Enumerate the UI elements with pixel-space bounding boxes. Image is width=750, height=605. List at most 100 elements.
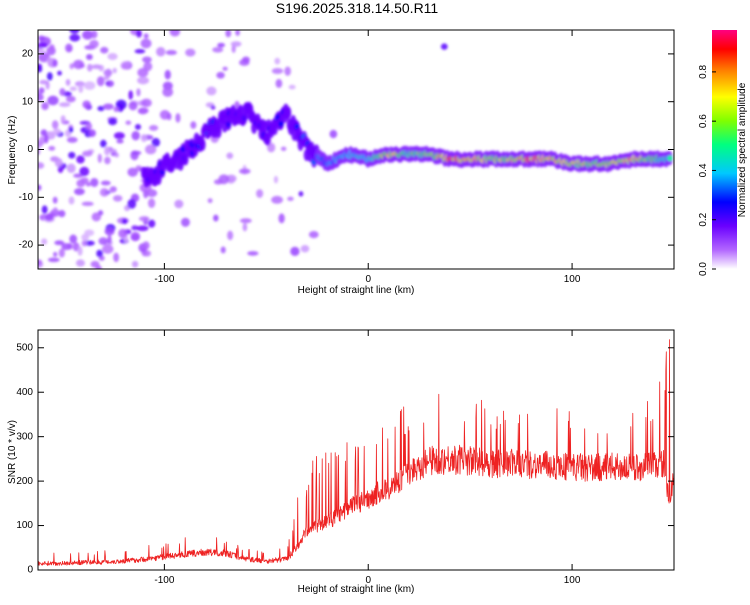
spectrogram-noise-blob xyxy=(290,246,300,257)
spectrogram-noise-blob xyxy=(38,35,46,41)
spectrogram-noise-blob xyxy=(300,244,310,253)
spectrogram-noise-blob xyxy=(130,231,141,242)
spectrogram-noise-blob xyxy=(97,153,102,163)
snr-xtick-label: -100 xyxy=(154,575,174,586)
spectrogram-noise-blob xyxy=(58,248,65,258)
spectrogram-noise-blob xyxy=(329,129,338,139)
spectrogram-noise-blob xyxy=(148,125,159,131)
spectrogram-noise-blob xyxy=(109,187,115,193)
spectrogram-ylabel: Frequency (Hz) xyxy=(7,116,18,185)
spectrogram-noise-blob xyxy=(90,177,99,188)
spectrogram-noise-blob xyxy=(131,150,142,156)
spectrogram-noise-blob xyxy=(78,83,84,94)
spectrogram-noise-blob xyxy=(217,42,226,48)
colorbar-axis: 0.0 0.2 0.4 0.6 0.8 xyxy=(698,64,716,276)
spectrogram-noise-blob xyxy=(235,30,240,36)
spectrogram-noise-blob xyxy=(54,240,65,246)
spectrogram-noise-blob xyxy=(273,175,279,184)
spectrogram-noise-blob xyxy=(165,50,177,56)
snr-ytick-label: 0 xyxy=(27,565,33,576)
spectrogram-ridge-core xyxy=(241,115,247,122)
spectrogram-xtick-label: 100 xyxy=(564,274,581,285)
spectrogram-noise-blob xyxy=(103,75,110,81)
spectrogram-noise-blob xyxy=(91,64,102,70)
spectrogram-noise-blob xyxy=(68,196,75,205)
spectrogram-noise-blob xyxy=(267,142,276,153)
spectrogram-noise-blob xyxy=(142,56,152,63)
spectrogram-noise-blob xyxy=(308,230,319,239)
spectrogram-noise-blob xyxy=(99,188,109,197)
spectrogram-noise-blob xyxy=(107,53,118,61)
spectrogram-noise-blob xyxy=(131,130,140,141)
spectrogram-ytick-label: -10 xyxy=(19,192,34,203)
spectrogram-noise-blob xyxy=(40,238,48,245)
spectrogram-noise-blob xyxy=(44,214,54,221)
colorbar: 0.0 0.2 0.4 0.6 0.8 Normalized spectral ampl… xyxy=(698,30,748,276)
spectrogram-noise-blob xyxy=(103,69,113,77)
spectrogram-noise-blob xyxy=(53,251,58,257)
spectrogram-noise-blob xyxy=(66,136,78,143)
spectrogram-noise-blob xyxy=(218,174,230,185)
spectrogram-noise-blob xyxy=(298,191,304,197)
snr-series-line xyxy=(38,339,674,566)
spectrogram-noise-blob xyxy=(83,81,96,90)
spectrogram-noise-blob xyxy=(66,163,76,174)
spectrogram-noise-blob xyxy=(148,219,156,228)
spectrogram-noise-blob xyxy=(137,67,149,78)
snr-ytick-label: 400 xyxy=(16,387,33,398)
spectrogram-noise-blob xyxy=(231,44,236,53)
spectrogram-noise-blob xyxy=(38,184,42,191)
snr-xtick-label: 100 xyxy=(564,575,581,586)
spectrogram-noise-blob xyxy=(49,44,55,51)
spectrogram-noise-blob xyxy=(57,70,62,76)
spectrogram-noise-blob xyxy=(106,80,114,88)
spectrogram-noise-blob xyxy=(69,234,78,244)
spectrogram-background-noise xyxy=(38,30,448,269)
spectrogram-noise-blob xyxy=(100,139,107,148)
spectrogram-noise-blob xyxy=(39,79,49,85)
spectrogram-ytick-label: 10 xyxy=(22,96,34,107)
spectrogram-noise-blob xyxy=(216,71,225,79)
spectrogram-noise-blob xyxy=(88,129,97,137)
snr-xtick-label: 0 xyxy=(365,575,371,586)
spectrogram-noise-blob xyxy=(225,30,232,38)
spectrogram-noise-blob xyxy=(136,225,149,232)
spectrogram-noise-blob xyxy=(50,209,60,217)
spectrogram-noise-blob xyxy=(166,112,172,121)
spectrogram-ridge-halo xyxy=(264,133,271,146)
colorbar-gradient xyxy=(712,30,737,269)
spectrogram-ridge-core xyxy=(278,120,284,127)
spectrogram-noise-blob xyxy=(48,146,56,151)
snr-xlabel: Height of straight line (km) xyxy=(298,584,415,595)
spectrogram-noise-blob xyxy=(137,107,148,115)
spectrogram-noise-blob xyxy=(54,158,63,168)
spectrogram-noise-blob xyxy=(65,43,73,53)
spectrogram-noise-blob xyxy=(134,123,142,130)
spectrogram-noise-blob xyxy=(125,120,132,125)
spectrogram-noise-blob xyxy=(69,30,80,34)
spectrogram-noise-blob xyxy=(145,144,157,155)
snr-axes: -100 0 100 0 100 200 300 400 500 xyxy=(16,330,674,586)
spectrogram-noise-blob xyxy=(77,246,83,256)
spectrogram-noise-blob xyxy=(287,196,294,202)
spectrogram-noise-blob xyxy=(69,86,77,91)
spectrogram-noise-blob xyxy=(90,30,98,39)
spectrogram-noise-blob xyxy=(40,129,48,137)
spectrogram-noise-blob xyxy=(239,218,252,224)
spectrogram-noise-blob xyxy=(156,46,166,57)
spectrogram-noise-blob xyxy=(134,49,146,54)
spectrogram-noise-blob xyxy=(271,67,284,74)
spectrogram-noise-blob xyxy=(57,165,64,173)
colorbar-tick-label: 0.2 xyxy=(698,212,709,226)
spectrogram-noise-blob xyxy=(180,217,190,227)
spectrogram-noise-blob xyxy=(222,66,228,71)
spectrogram-noise-blob xyxy=(190,121,197,129)
spectrogram-noise-blob xyxy=(38,162,45,169)
spectrogram-noise-blob xyxy=(256,189,264,198)
colorbar-label: Normalized spectral amplitude xyxy=(737,82,748,217)
spectrogram-noise-blob xyxy=(47,257,60,263)
spectrogram-noise-blob xyxy=(38,87,45,94)
spectrogram-ridge-core xyxy=(667,155,673,162)
spectrogram-ridge-halo xyxy=(285,106,292,119)
